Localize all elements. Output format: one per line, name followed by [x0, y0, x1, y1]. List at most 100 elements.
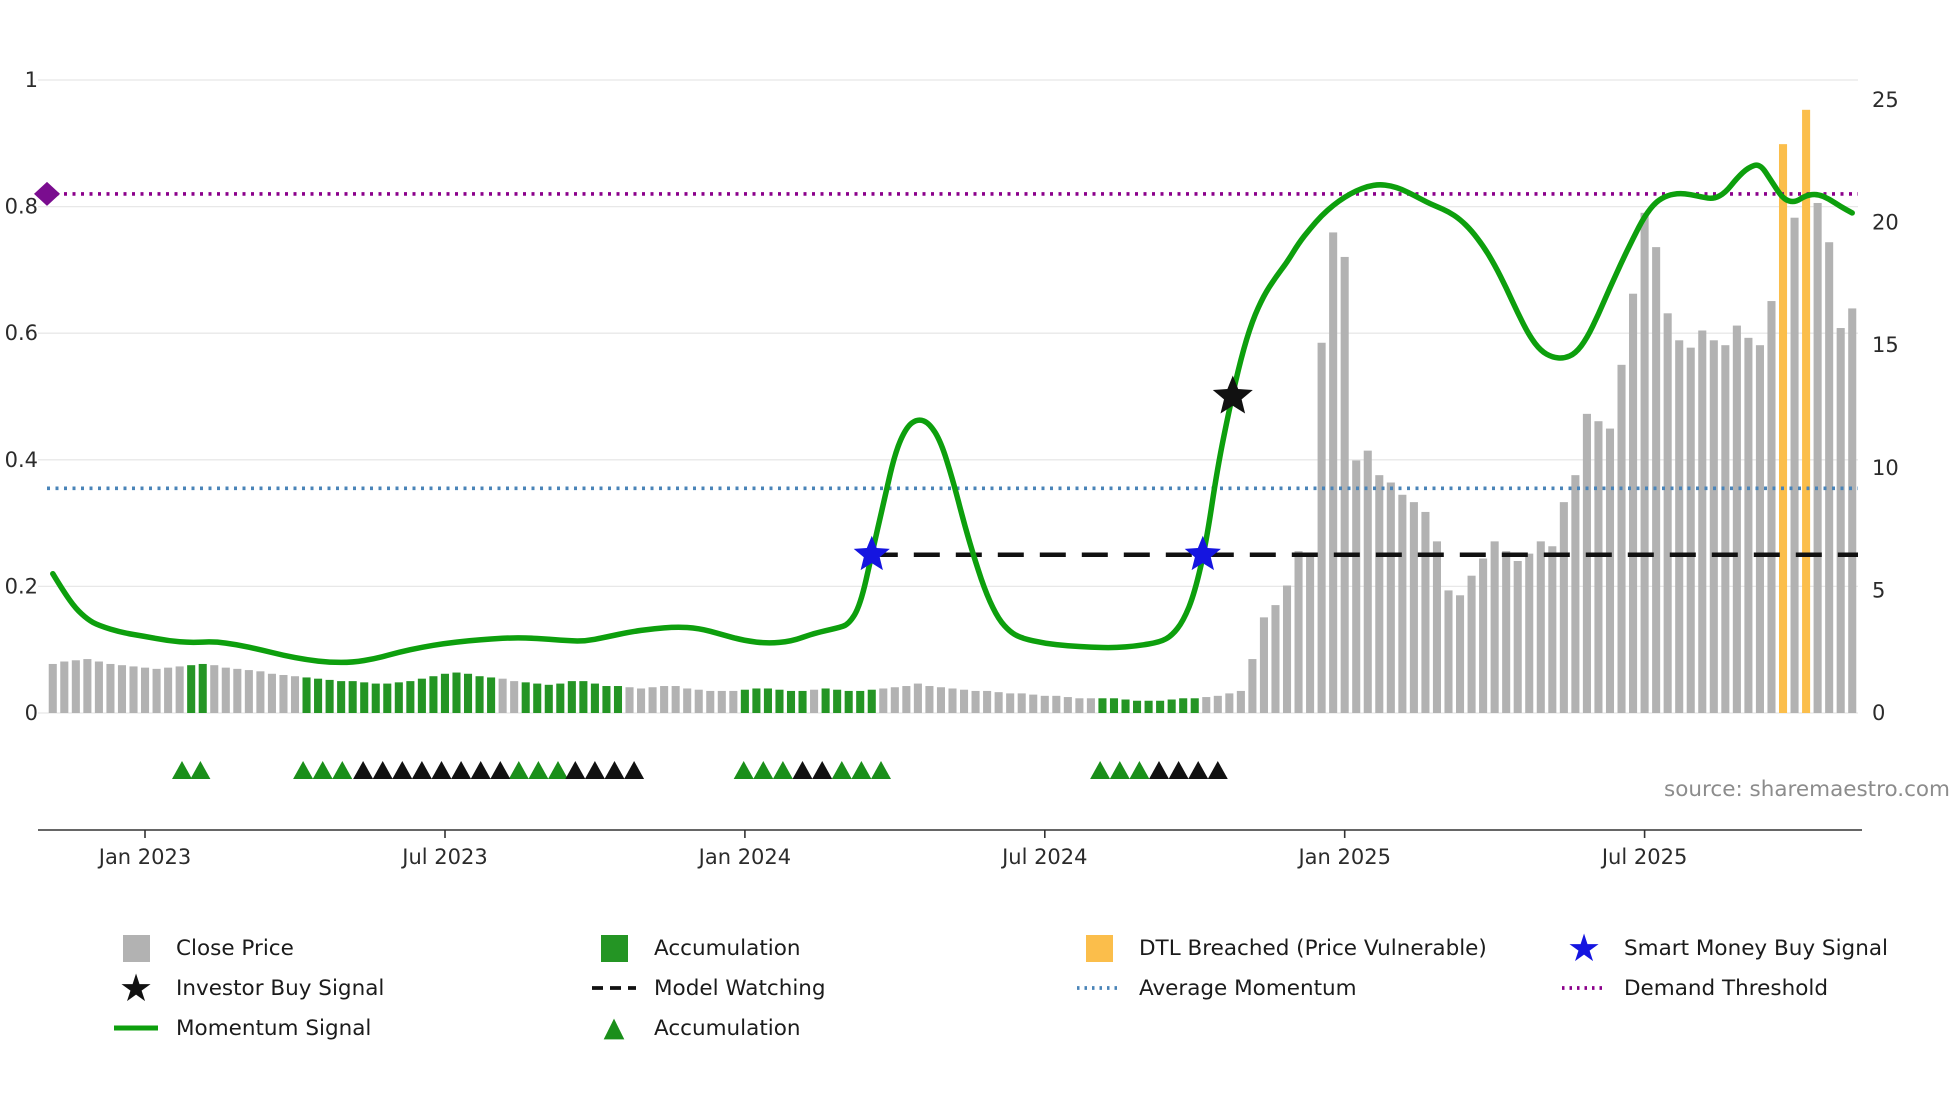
close-price-bar [279, 674, 288, 713]
close-price-bar [1663, 313, 1672, 713]
accumulation-triangle-green-icon [312, 761, 333, 779]
accumulation-bar [406, 681, 415, 713]
close-price-bar [1675, 340, 1684, 713]
accumulation-triangle-black-icon [1149, 761, 1169, 779]
close-price-bar [267, 673, 276, 713]
close-price-bar [244, 670, 253, 713]
close-price-bar [210, 665, 219, 713]
close-price-bar [1063, 697, 1072, 713]
accumulation-triangle-green-icon [753, 761, 774, 779]
close-price-bar [1755, 345, 1764, 713]
dtl-breached-swatch [1075, 934, 1123, 962]
close-price-bar [1652, 247, 1661, 713]
close-price-bar [971, 690, 980, 713]
accumulation-bar [487, 677, 496, 713]
accumulation-bar [198, 663, 207, 713]
close-price-bar [683, 688, 692, 713]
accumulation-triangle-green-icon [1090, 761, 1111, 779]
close-price-bar [648, 687, 657, 713]
close-price-bar [1340, 256, 1349, 713]
close-price-bar [1848, 308, 1857, 713]
close-price-bar [290, 676, 300, 713]
accumulation-bar [798, 690, 807, 713]
average-momentum-line-swatch [1075, 983, 1123, 993]
accumulation-bar [475, 676, 484, 713]
close-price-bar [694, 689, 703, 713]
close-price-bar [1559, 502, 1568, 713]
dtl-breached-bar [1778, 144, 1788, 713]
close-price-bar [1640, 212, 1649, 714]
accumulation-bar [1144, 700, 1153, 713]
accumulation-triangle-black-icon [392, 761, 413, 779]
accumulation-triangle-black-icon [1188, 761, 1209, 779]
close-price-bar [1605, 428, 1615, 713]
close-price-bar [1259, 617, 1268, 713]
accumulation-bar [348, 681, 357, 713]
close-price-bar [810, 689, 819, 713]
legend-column-1: Close Price ★ Investor Buy Signal Moment… [112, 928, 384, 1048]
accumulation-triangle-black-icon [490, 761, 511, 779]
accumulation-bar [867, 689, 876, 713]
smart-money-buy-signal-star-icon [853, 535, 890, 571]
close-price-bar [1502, 551, 1511, 713]
accumulation-bar [556, 683, 565, 713]
close-price-bar [1698, 330, 1707, 713]
accumulation-triangle-black-icon [792, 761, 813, 779]
close-price-bar [1444, 590, 1453, 713]
close-price-bar [1248, 659, 1257, 713]
close-price-bar [717, 690, 726, 713]
close-price-bar [936, 687, 945, 713]
investor-buy-signal-star-icon: ★ [118, 966, 154, 1010]
close-price-bar [1456, 595, 1465, 713]
right-axis-tick-label: 0 [1872, 701, 1885, 725]
close-price-bar [913, 683, 922, 713]
close-price-bar [1767, 301, 1776, 713]
accumulation-bar [763, 688, 772, 713]
accumulation-triangle-green-icon [548, 761, 568, 779]
close-price-bar [256, 671, 265, 713]
accumulation-triangle-black-icon [565, 761, 586, 779]
left-axis-tick-label: 0.4 [5, 448, 38, 472]
close-price-bar [1352, 460, 1361, 713]
legend-column-3: DTL Breached (Price Vulnerable) Average … [1075, 928, 1487, 1008]
legend-item-investor-buy-signal: ★ Investor Buy Signal [112, 968, 384, 1008]
close-price-bar [890, 687, 899, 713]
accumulation-triangle-green-icon [1109, 761, 1130, 779]
accumulation-triangle-green-icon [871, 761, 891, 779]
accumulation-bar [1109, 698, 1119, 713]
close-price-bar [1582, 413, 1591, 713]
demand-threshold-marker-icon [34, 181, 60, 206]
accumulation-triangle-green-icon [528, 761, 549, 779]
legend-label: Demand Threshold [1624, 975, 1828, 1001]
x-tick-label: Jul 2025 [1600, 845, 1687, 869]
accumulation-triangle-green-icon [1129, 761, 1150, 779]
close-price-bar [1006, 693, 1015, 713]
accumulation-triangle-black-icon [353, 761, 374, 779]
close-price-bar [983, 690, 992, 713]
accumulation-bar [1167, 699, 1176, 713]
accumulation-bar [360, 682, 369, 713]
close-price-bar [1363, 450, 1372, 713]
legend-label: Average Momentum [1139, 975, 1357, 1001]
close-price-bar [1017, 693, 1026, 713]
demand-threshold-line-swatch [1560, 983, 1608, 993]
reference-lines [47, 192, 1858, 558]
close-price-bar [1029, 694, 1038, 713]
accumulation-bar [567, 681, 576, 713]
accumulation-bar [1190, 698, 1199, 713]
accumulation-triangle-green-icon [831, 761, 852, 779]
close-price-bar [948, 688, 957, 713]
accumulation-bar [394, 682, 403, 713]
accumulation-triangle-green-icon [332, 761, 353, 779]
accumulation-bar [521, 682, 530, 713]
legend-item-model-watching: Model Watching [590, 968, 826, 1008]
close-price-bar [994, 692, 1003, 713]
legend-label: DTL Breached (Price Vulnerable) [1139, 935, 1487, 961]
accumulation-triangle-green-icon [733, 761, 754, 779]
x-tick-label: Jul 2023 [400, 845, 487, 869]
momentum-line-swatch [112, 1023, 160, 1033]
close-price-bar [1282, 585, 1292, 713]
close-price-bar [1213, 695, 1222, 713]
accumulation-bar [1098, 698, 1107, 713]
accumulation-triangle-green-icon [508, 761, 529, 779]
